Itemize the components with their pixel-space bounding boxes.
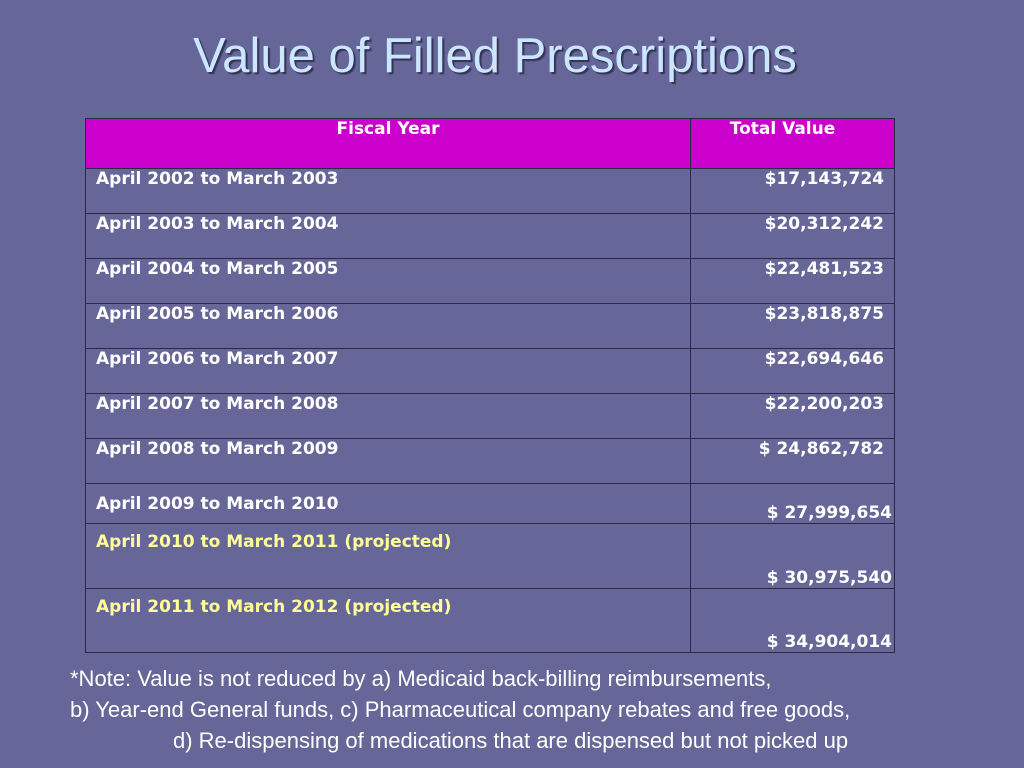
slide-title: Value of Filled Prescriptions — [193, 29, 797, 83]
table-row: April 2007 to March 2008 $22,200,203 — [85, 393, 895, 439]
fiscal-year-cell: April 2008 to March 2009 — [85, 438, 691, 484]
table-row: April 2002 to March 2003 $17,143,724 — [85, 168, 895, 214]
total-value-cell: $22,481,523 — [690, 258, 895, 304]
total-value-cell: $ 30,975,540 — [690, 523, 895, 589]
table-row-projected: April 2010 to March 2011 (projected) $ 3… — [85, 523, 895, 589]
table-header-row: Fiscal Year Total Value — [85, 118, 895, 169]
total-value-cell: $23,818,875 — [690, 303, 895, 349]
table-row: April 2008 to March 2009 $ 24,862,782 — [85, 438, 895, 484]
fiscal-year-cell: April 2005 to March 2006 — [85, 303, 691, 349]
footnote-line: *Note: Value is not reduced by a) Medica… — [70, 666, 772, 691]
total-value-cell: $17,143,724 — [690, 168, 895, 214]
fiscal-year-cell: April 2009 to March 2010 — [85, 483, 691, 524]
fiscal-year-cell: April 2006 to March 2007 — [85, 348, 691, 394]
header-fiscal-year: Fiscal Year — [85, 118, 691, 169]
footnote-line: b) Year-end General funds, c) Pharmaceut… — [70, 697, 851, 722]
total-value-cell: $ 27,999,654 — [690, 483, 895, 524]
table-row: April 2006 to March 2007 $22,694,646 — [85, 348, 895, 394]
fiscal-year-cell: April 2002 to March 2003 — [85, 168, 691, 214]
prescriptions-table: Fiscal Year Total Value April 2002 to Ma… — [85, 118, 895, 653]
total-value-cell: $22,200,203 — [690, 393, 895, 439]
fiscal-year-cell: April 2004 to March 2005 — [85, 258, 691, 304]
total-value-cell: $20,312,242 — [690, 213, 895, 259]
header-total-value: Total Value — [690, 118, 895, 169]
fiscal-year-cell: April 2010 to March 2011 (projected) — [85, 523, 691, 589]
footnote-line: d) Re-dispensing of medications that are… — [173, 728, 849, 753]
table-row: April 2009 to March 2010 $ 27,999,654 — [85, 483, 895, 524]
table-row: April 2003 to March 2004 $20,312,242 — [85, 213, 895, 259]
fiscal-year-cell: April 2003 to March 2004 — [85, 213, 691, 259]
total-value-cell: $22,694,646 — [690, 348, 895, 394]
total-value-cell: $ 24,862,782 — [690, 438, 895, 484]
total-value-cell: $ 34,904,014 — [690, 588, 895, 653]
table-row-projected: April 2011 to March 2012 (projected) $ 3… — [85, 588, 895, 653]
table-row: April 2004 to March 2005 $22,481,523 — [85, 258, 895, 304]
footnote: *Note: Value is not reduced by a) Medica… — [70, 663, 850, 756]
table-row: April 2005 to March 2006 $23,818,875 — [85, 303, 895, 349]
fiscal-year-cell: April 2007 to March 2008 — [85, 393, 691, 439]
fiscal-year-cell: April 2011 to March 2012 (projected) — [85, 588, 691, 653]
